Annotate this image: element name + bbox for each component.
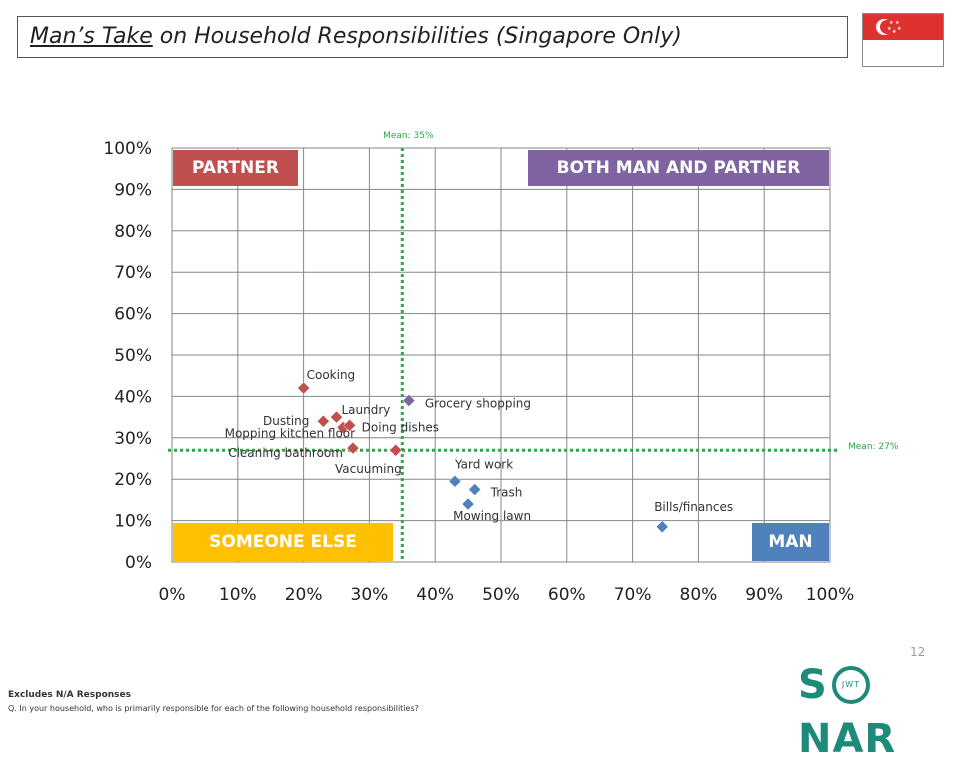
data-point-label: Mopping kitchen floor bbox=[225, 426, 356, 440]
data-point bbox=[448, 474, 462, 488]
x-tick-label: 50% bbox=[482, 585, 520, 605]
y-tick-label: 10% bbox=[114, 512, 152, 532]
singapore-flag-icon: ★ ★ ★ ★ ★ bbox=[862, 13, 944, 67]
data-point-label: Cleaning bathroom bbox=[228, 446, 343, 460]
svg-text:★: ★ bbox=[892, 29, 897, 35]
quadrant-someone-else-label: SOMEONE ELSE bbox=[173, 523, 393, 561]
quadrant-partner-label: PARTNER bbox=[173, 150, 298, 186]
svg-text:★: ★ bbox=[887, 26, 892, 32]
y-tick-label: 40% bbox=[114, 387, 152, 407]
data-point-label: Grocery shopping bbox=[425, 397, 531, 411]
y-tick-label: 70% bbox=[114, 263, 152, 283]
title-rest: on Household Responsibilities (Singapore… bbox=[152, 24, 682, 49]
data-point-label: Bills/finances bbox=[654, 500, 733, 514]
data-point bbox=[297, 381, 310, 395]
y-tick-label: 90% bbox=[114, 180, 152, 200]
mean-y-label: Mean: 27% bbox=[848, 442, 899, 452]
data-point-label: Trash bbox=[490, 486, 523, 500]
x-tick-label: 20% bbox=[285, 585, 323, 605]
data-point bbox=[402, 394, 416, 407]
quadrant-man-label: MAN bbox=[752, 523, 829, 561]
data-point bbox=[346, 441, 360, 455]
y-tick-label: 80% bbox=[114, 222, 152, 242]
data-point-label: Mowing lawn bbox=[453, 509, 531, 523]
data-point bbox=[316, 414, 330, 428]
sonar-logo: S NAR JWT bbox=[798, 658, 948, 762]
y-tick-label: 50% bbox=[114, 346, 152, 366]
svg-text:★: ★ bbox=[897, 26, 902, 32]
data-point-label: Doing dishes bbox=[362, 420, 439, 434]
data-point bbox=[389, 443, 403, 457]
x-tick-label: 80% bbox=[680, 585, 718, 605]
svg-text:★: ★ bbox=[889, 20, 894, 26]
footnote-question: Q. In your household, who is primarily r… bbox=[8, 704, 419, 713]
y-tick-label: 30% bbox=[114, 429, 152, 449]
x-tick-label: 30% bbox=[351, 585, 389, 605]
data-point-label: Dusting bbox=[263, 414, 309, 428]
y-tick-label: 0% bbox=[125, 553, 152, 573]
mean-x-label: Mean: 35% bbox=[383, 131, 434, 141]
footnote-exclusion: Excludes N/A Responses bbox=[8, 690, 131, 700]
x-tick-label: 60% bbox=[548, 585, 586, 605]
y-tick-label: 100% bbox=[103, 139, 152, 159]
x-tick-label: 70% bbox=[614, 585, 652, 605]
title-underlined: Man’s Take bbox=[30, 24, 153, 49]
logo-ring: JWT bbox=[832, 666, 870, 704]
data-point bbox=[655, 520, 669, 534]
svg-text:★: ★ bbox=[895, 20, 900, 26]
x-tick-label: 90% bbox=[745, 585, 783, 605]
logo-text-left: S bbox=[798, 662, 828, 708]
page-number: 12 bbox=[910, 645, 926, 659]
x-tick-label: 0% bbox=[159, 585, 186, 605]
data-point bbox=[330, 410, 343, 424]
scatter-chart: Mean: 35% Mean: 27% 0% 10% 20% 30% 40% 50% 60% 7… bbox=[103, 131, 899, 605]
y-tick-label: 60% bbox=[114, 305, 152, 325]
data-point-label: Laundry bbox=[342, 403, 391, 417]
data-point-label: Yard work bbox=[454, 457, 513, 471]
data-point-label: Vacuuming bbox=[335, 462, 402, 476]
y-tick-label: 20% bbox=[114, 470, 152, 490]
data-point-label: Cooking bbox=[307, 368, 356, 382]
quadrant-both-label: BOTH MAN AND PARTNER bbox=[528, 150, 829, 186]
data-point bbox=[461, 497, 475, 511]
x-tick-label: 40% bbox=[416, 585, 454, 605]
x-tick-label: 100% bbox=[806, 585, 855, 605]
logo-text-right: NAR bbox=[798, 716, 897, 762]
x-tick-label: 10% bbox=[219, 585, 257, 605]
page-title: Man’s Take on Household Responsibilities… bbox=[17, 16, 848, 58]
data-point bbox=[468, 483, 482, 496]
data-point bbox=[343, 419, 357, 432]
